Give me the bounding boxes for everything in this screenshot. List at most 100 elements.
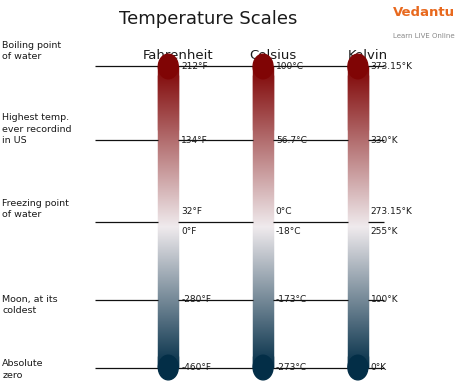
Bar bbox=[253, 271, 273, 272]
Bar bbox=[158, 124, 178, 126]
Bar bbox=[158, 203, 178, 204]
Bar bbox=[158, 133, 178, 135]
Bar bbox=[158, 269, 178, 270]
Bar bbox=[253, 287, 273, 288]
Bar bbox=[253, 184, 273, 185]
Bar bbox=[158, 71, 178, 72]
Bar bbox=[158, 230, 178, 231]
Bar bbox=[348, 74, 368, 75]
Bar bbox=[158, 138, 178, 139]
Bar bbox=[253, 72, 273, 74]
Bar bbox=[253, 216, 273, 217]
Bar bbox=[348, 207, 368, 208]
Bar bbox=[348, 127, 368, 129]
Bar bbox=[348, 170, 368, 172]
Bar bbox=[253, 359, 273, 361]
Bar bbox=[348, 120, 368, 121]
Bar bbox=[253, 154, 273, 155]
Bar bbox=[348, 173, 368, 174]
Bar bbox=[348, 257, 368, 258]
Bar bbox=[348, 216, 368, 217]
Bar bbox=[253, 350, 273, 352]
Bar bbox=[158, 310, 178, 311]
Bar bbox=[348, 236, 368, 237]
Bar bbox=[348, 302, 368, 303]
Bar bbox=[348, 265, 368, 266]
Bar bbox=[158, 103, 178, 105]
Bar bbox=[348, 342, 368, 343]
Text: -460°F: -460°F bbox=[181, 363, 211, 372]
Bar bbox=[253, 352, 273, 353]
Text: 0°K: 0°K bbox=[371, 363, 387, 372]
Bar bbox=[253, 138, 273, 140]
Bar bbox=[253, 318, 273, 319]
Text: 273.15°K: 273.15°K bbox=[371, 207, 412, 216]
Bar bbox=[253, 169, 273, 170]
Bar bbox=[158, 324, 178, 325]
Bar bbox=[158, 302, 178, 303]
Bar bbox=[348, 321, 368, 322]
Bar bbox=[158, 225, 178, 226]
Bar bbox=[253, 85, 273, 86]
Bar bbox=[348, 172, 368, 173]
Bar bbox=[253, 90, 273, 91]
Bar bbox=[253, 223, 273, 224]
Bar bbox=[158, 145, 178, 146]
Bar bbox=[158, 142, 178, 143]
Bar bbox=[348, 273, 368, 274]
Bar bbox=[158, 78, 178, 79]
Bar bbox=[158, 127, 178, 129]
Bar bbox=[348, 151, 368, 152]
Bar bbox=[158, 227, 178, 228]
Bar bbox=[158, 295, 178, 296]
Bar bbox=[253, 102, 273, 104]
Bar bbox=[253, 251, 273, 252]
Text: 212°F: 212°F bbox=[181, 62, 208, 71]
Bar bbox=[253, 199, 273, 200]
Bar bbox=[253, 254, 273, 255]
Bar bbox=[158, 120, 178, 122]
Bar bbox=[158, 236, 178, 237]
Bar bbox=[158, 118, 178, 120]
Bar bbox=[348, 223, 368, 224]
Bar bbox=[158, 140, 178, 141]
Bar bbox=[253, 206, 273, 207]
Bar bbox=[348, 242, 368, 243]
Bar bbox=[253, 343, 273, 344]
Bar bbox=[158, 357, 178, 359]
Bar bbox=[348, 101, 368, 102]
Bar bbox=[348, 181, 368, 182]
Bar bbox=[348, 83, 368, 84]
Bar bbox=[253, 74, 273, 75]
Bar bbox=[253, 156, 273, 158]
Bar bbox=[253, 226, 273, 227]
Bar bbox=[253, 99, 273, 100]
Bar bbox=[253, 355, 273, 357]
Text: -280°F: -280°F bbox=[181, 295, 211, 304]
Bar bbox=[348, 201, 368, 202]
Bar bbox=[348, 102, 368, 104]
Bar bbox=[348, 186, 368, 187]
Bar bbox=[158, 294, 178, 295]
Bar bbox=[158, 99, 178, 100]
Bar bbox=[348, 343, 368, 344]
Bar bbox=[158, 77, 178, 79]
Bar bbox=[158, 108, 178, 109]
Bar bbox=[158, 163, 178, 164]
Bar bbox=[253, 258, 273, 259]
Bar bbox=[158, 136, 178, 138]
Bar bbox=[253, 183, 273, 184]
Bar bbox=[158, 252, 178, 253]
Bar bbox=[158, 104, 178, 106]
Bar bbox=[253, 264, 273, 265]
Bar bbox=[158, 173, 178, 174]
Bar bbox=[158, 334, 178, 335]
Bar bbox=[158, 176, 178, 177]
Bar bbox=[348, 324, 368, 325]
Bar bbox=[253, 327, 273, 328]
Bar bbox=[158, 83, 178, 84]
Bar bbox=[348, 192, 368, 193]
Bar bbox=[253, 332, 273, 334]
Bar bbox=[158, 311, 178, 312]
Bar bbox=[348, 291, 368, 292]
